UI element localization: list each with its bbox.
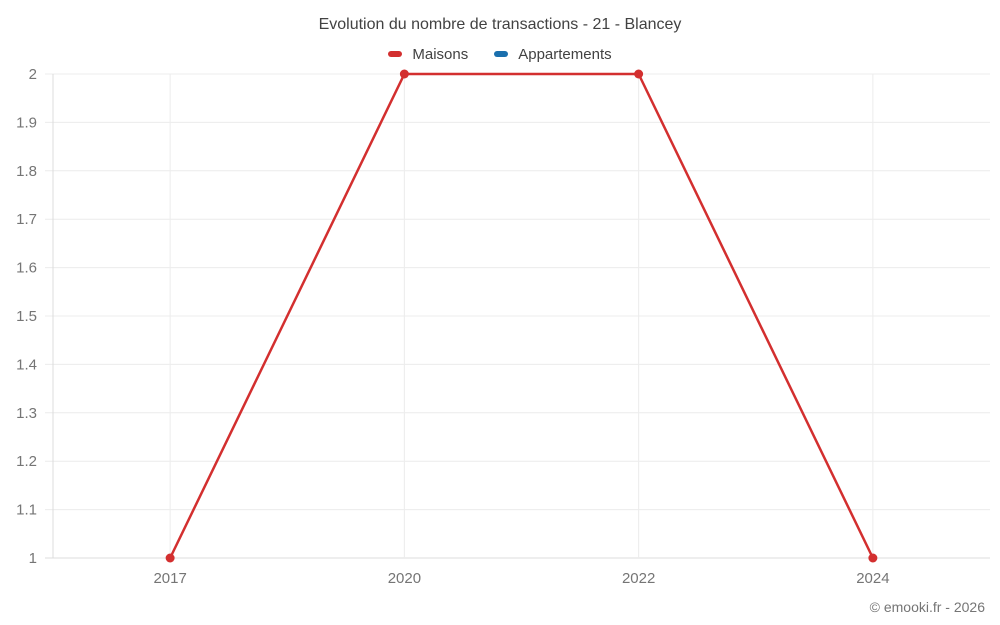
y-tick-label: 1.3 (16, 405, 37, 422)
y-tick-label: 1 (29, 550, 37, 567)
series-line-maisons (168, 72, 875, 560)
x-tick-label: 2024 (856, 570, 889, 587)
y-tick-label: 1.6 (16, 260, 37, 277)
data-point-marker (165, 553, 175, 563)
x-tick-label: 2017 (153, 570, 186, 587)
appartements-series-swatch-icon (494, 51, 509, 57)
y-tick-label: 1.4 (16, 356, 37, 373)
chart-legend: Maisons Appartements (0, 45, 1000, 63)
data-point-marker (868, 553, 878, 563)
x-tick-label: 2020 (388, 570, 421, 587)
data-point-marker (399, 69, 409, 79)
y-tick-label: 1.9 (16, 114, 37, 131)
y-tick-label: 1.7 (16, 211, 37, 228)
y-tick-label: 1.8 (16, 163, 37, 180)
maisons-series-swatch-icon (388, 51, 403, 57)
y-tick-label: 1.5 (16, 308, 37, 325)
legend-label-appartements: Appartements (518, 45, 612, 63)
x-tick-label: 2022 (622, 570, 655, 587)
copyright-footer: © emooki.fr - 2026 (869, 599, 985, 615)
legend-item-appartements[interactable]: Appartements (494, 45, 612, 63)
y-tick-label: 1.1 (16, 502, 37, 519)
y-tick-label: 1.2 (16, 453, 37, 470)
chart-title: Evolution du nombre de transactions - 21… (318, 16, 682, 33)
legend-item-maisons[interactable]: Maisons (388, 46, 468, 63)
data-point-marker (634, 69, 644, 79)
y-tick-label: 2 (29, 66, 37, 83)
legend-label-maisons: Maisons (412, 45, 469, 63)
